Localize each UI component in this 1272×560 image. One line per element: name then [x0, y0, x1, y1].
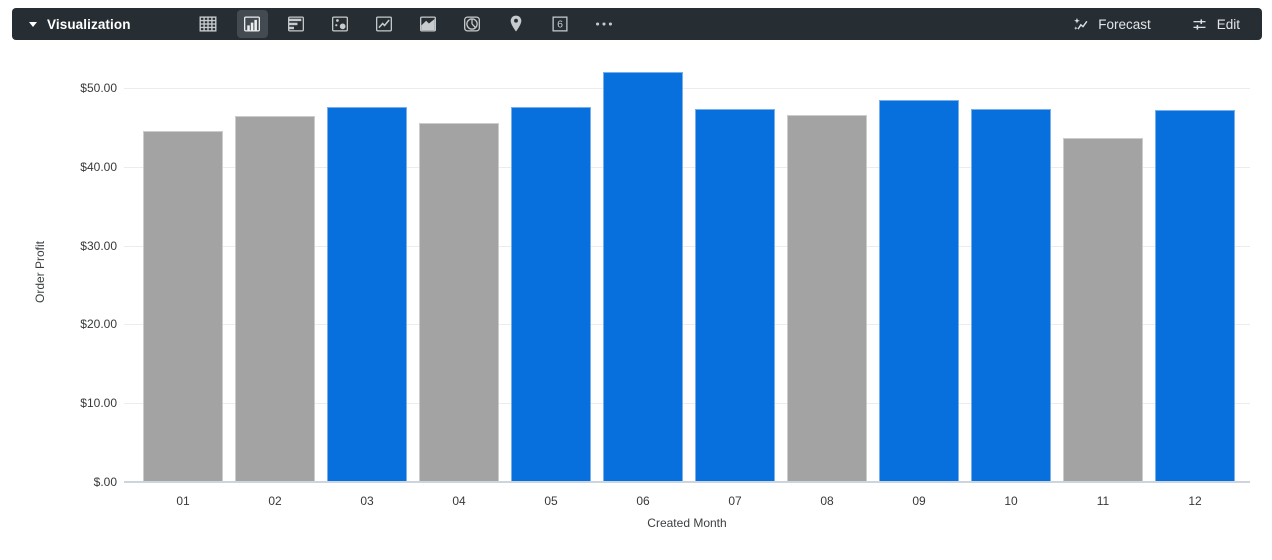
x-tick-label: 02	[268, 494, 282, 508]
x-tick-label: 12	[1188, 494, 1202, 508]
x-axis-line	[124, 481, 1250, 483]
map-chart-icon	[510, 15, 522, 32]
chevron-down-icon	[29, 21, 37, 27]
scatter-chart-icon	[332, 16, 349, 32]
bar-chart-icon	[288, 16, 305, 32]
bar-month-01[interactable]	[143, 131, 223, 482]
bar-month-11[interactable]	[1063, 138, 1143, 482]
tune-sliders-icon	[1193, 18, 1206, 30]
y-tick-label: $10.00	[80, 396, 117, 411]
svg-text:6: 6	[557, 19, 563, 31]
viz-type-switcher: 6	[193, 10, 620, 38]
y-tick-label: $40.00	[80, 159, 117, 174]
x-tick-label: 05	[544, 494, 558, 508]
forecast-button[interactable]: Forecast	[1072, 16, 1151, 33]
x-axis-title: Created Month	[647, 516, 727, 530]
viz-type-area-button[interactable]	[413, 10, 444, 38]
x-tick-label: 04	[452, 494, 466, 508]
gridline-50	[124, 88, 1250, 89]
single-value-chart-icon: 6	[552, 16, 568, 32]
viz-type-bar-button[interactable]	[281, 10, 312, 38]
y-tick-label: $.00	[93, 475, 117, 489]
viz-type-column-button[interactable]	[236, 10, 268, 38]
gridline-30	[124, 245, 1250, 247]
x-tick-label: 06	[636, 494, 650, 508]
edit-button[interactable]: Edit	[1191, 16, 1240, 33]
forecast-label: Forecast	[1098, 16, 1151, 32]
viz-type-pie-button[interactable]	[457, 10, 488, 38]
gridline-40	[124, 166, 1250, 168]
bar-month-03[interactable]	[327, 106, 407, 482]
y-tick-label: $20.00	[80, 317, 117, 332]
bar-month-02[interactable]	[235, 115, 315, 482]
edit-label: Edit	[1216, 16, 1240, 32]
viz-type-scatter-button[interactable]	[325, 10, 356, 38]
viz-type-more-button[interactable]	[589, 10, 620, 38]
bar-month-10[interactable]	[971, 109, 1051, 482]
viz-type-line-button[interactable]	[369, 10, 400, 38]
bar-month-05[interactable]	[511, 106, 591, 482]
viz-type-table-button[interactable]	[193, 10, 224, 38]
area-chart-icon	[420, 16, 437, 32]
x-tick-label: 03	[360, 494, 374, 508]
line-chart-icon	[376, 16, 393, 32]
visualization-toolbar: Visualization 6 Forecast Edit	[12, 8, 1262, 40]
bar-month-06[interactable]	[603, 72, 683, 482]
bar-month-07[interactable]	[695, 109, 775, 482]
y-tick-label: $50.00	[80, 81, 117, 95]
order-profit-bar-chart: Order Profit Created Month $.00 $10.00 $20…	[0, 40, 1272, 560]
column-chart-icon	[244, 16, 261, 32]
bar-month-12[interactable]	[1155, 110, 1235, 482]
x-tick-label: 08	[820, 494, 834, 508]
bar-month-04[interactable]	[419, 122, 499, 482]
more-chart-icon	[596, 22, 613, 26]
table-chart-icon	[199, 16, 217, 32]
x-tick-label: 01	[176, 494, 190, 508]
x-tick-label: 11	[1096, 494, 1110, 508]
gridline-20	[124, 324, 1250, 326]
forecast-sparkle-icon	[1074, 17, 1088, 30]
viz-type-map-button[interactable]	[501, 10, 532, 38]
panel-title: Visualization	[47, 16, 131, 32]
gridline-10	[124, 403, 1250, 405]
bar-month-08[interactable]	[787, 114, 867, 482]
visualization-panel-toggle[interactable]: Visualization	[29, 17, 131, 32]
bar-month-09[interactable]	[879, 99, 959, 482]
viz-type-single-value-button[interactable]: 6	[545, 10, 576, 38]
x-tick-label: 09	[912, 494, 926, 508]
x-tick-label: 10	[1004, 494, 1018, 508]
y-tick-label: $30.00	[80, 238, 117, 253]
x-tick-label: 07	[728, 494, 742, 508]
pie-chart-icon	[464, 16, 481, 32]
